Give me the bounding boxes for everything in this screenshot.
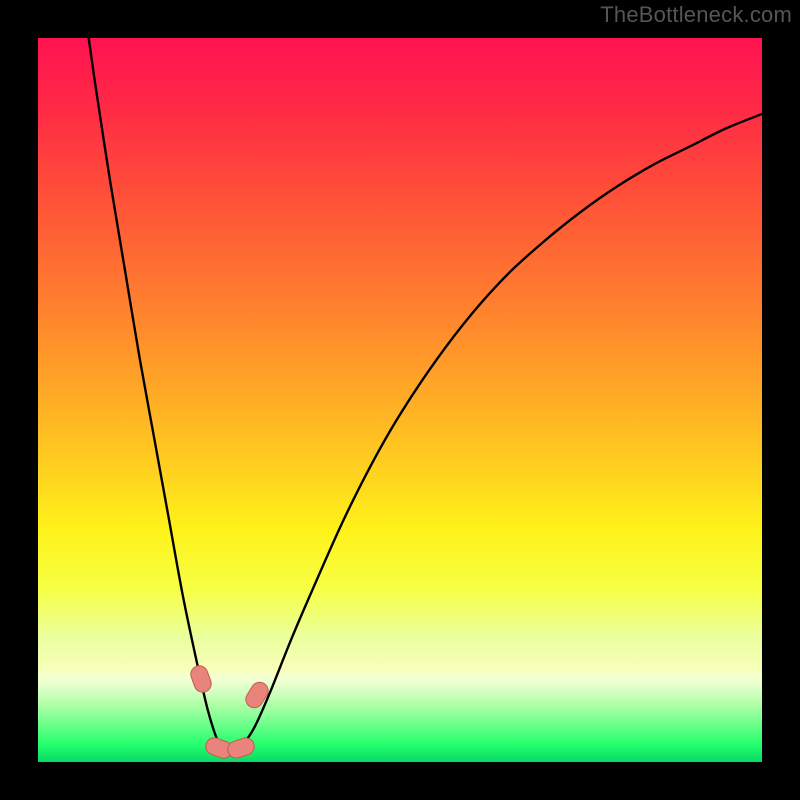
highlight-marker [242,679,272,712]
plot-area [38,38,762,762]
marker-layer [38,38,762,762]
watermark-text: TheBottleneck.com [600,2,792,28]
highlight-marker [188,663,214,695]
chart-stage: TheBottleneck.com [0,0,800,800]
highlight-marker [225,735,257,761]
